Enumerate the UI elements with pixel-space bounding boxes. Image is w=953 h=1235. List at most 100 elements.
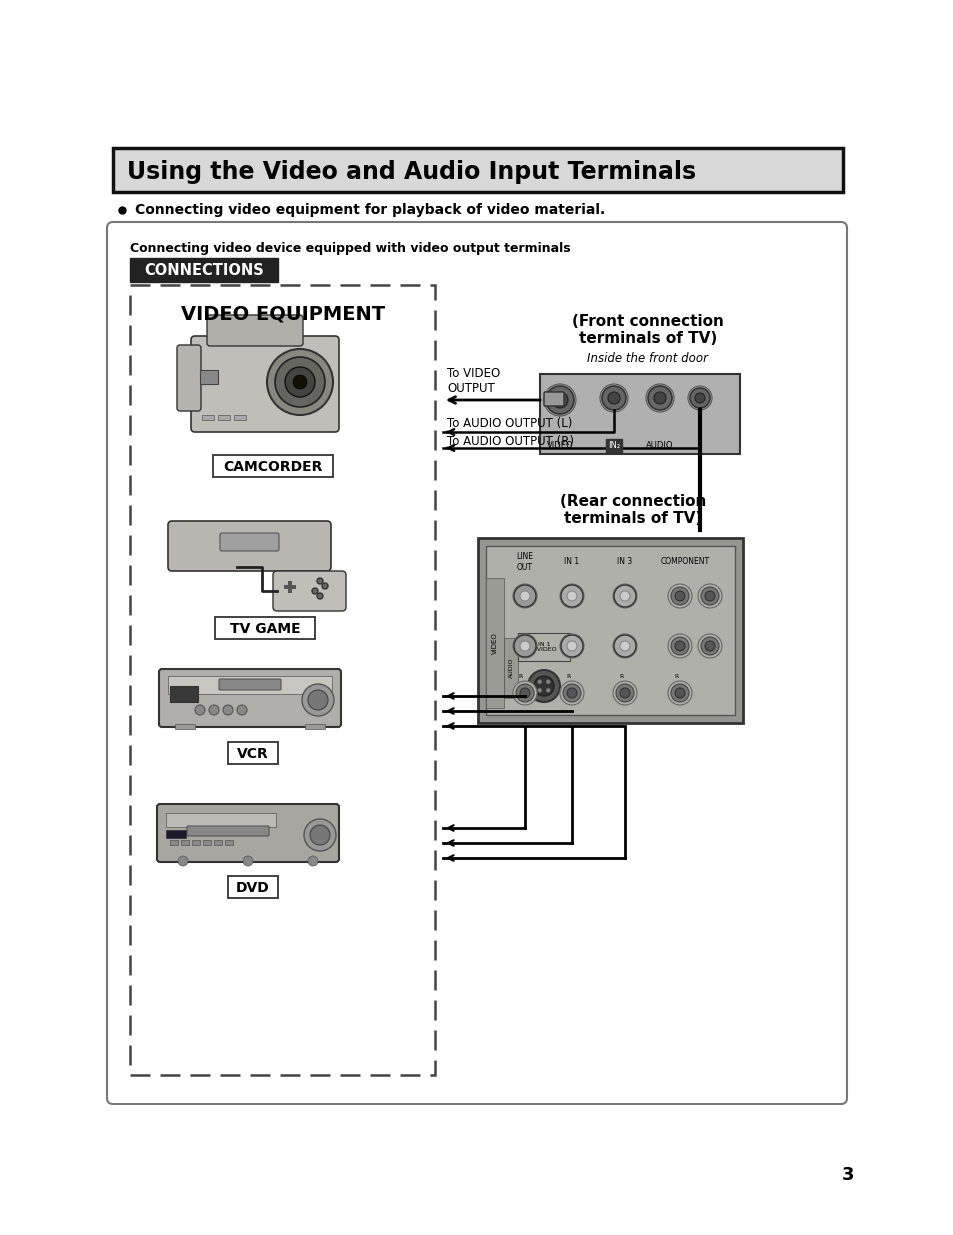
- Circle shape: [654, 391, 665, 404]
- Bar: [305, 724, 325, 729]
- Circle shape: [546, 688, 550, 693]
- Circle shape: [566, 688, 577, 698]
- Circle shape: [619, 641, 629, 651]
- Text: CAMCORDER: CAMCORDER: [223, 459, 322, 474]
- Circle shape: [516, 684, 534, 701]
- FancyBboxPatch shape: [539, 374, 740, 454]
- Bar: [288, 580, 292, 593]
- Circle shape: [601, 387, 625, 410]
- Text: (Rear connection
terminals of TV): (Rear connection terminals of TV): [559, 494, 705, 526]
- Text: Using the Video and Audio Input Terminals: Using the Video and Audio Input Terminal…: [127, 161, 696, 184]
- Circle shape: [619, 592, 629, 601]
- FancyBboxPatch shape: [166, 830, 186, 839]
- FancyBboxPatch shape: [130, 258, 277, 282]
- FancyBboxPatch shape: [228, 876, 277, 898]
- Text: VIDEO: VIDEO: [492, 632, 497, 653]
- FancyBboxPatch shape: [159, 669, 340, 727]
- FancyBboxPatch shape: [213, 454, 333, 477]
- Text: R: R: [619, 674, 623, 679]
- Circle shape: [519, 592, 530, 601]
- Text: VCR: VCR: [237, 747, 269, 761]
- Circle shape: [527, 671, 559, 701]
- Circle shape: [566, 592, 577, 601]
- Circle shape: [559, 680, 583, 705]
- Circle shape: [704, 641, 714, 651]
- Circle shape: [537, 679, 541, 684]
- Circle shape: [519, 592, 530, 601]
- FancyBboxPatch shape: [130, 285, 435, 1074]
- Circle shape: [670, 684, 688, 701]
- Circle shape: [670, 637, 688, 655]
- Text: AUDIO: AUDIO: [645, 441, 673, 451]
- Text: VIDEO: VIDEO: [546, 441, 573, 451]
- Circle shape: [645, 384, 673, 412]
- Text: IN 3: IN 3: [617, 557, 632, 567]
- Circle shape: [675, 641, 684, 651]
- Circle shape: [546, 679, 550, 684]
- Circle shape: [322, 583, 328, 589]
- Text: Connecting video equipment for playback of video material.: Connecting video equipment for playback …: [135, 203, 604, 217]
- Circle shape: [560, 635, 582, 657]
- Circle shape: [704, 592, 714, 601]
- FancyBboxPatch shape: [273, 571, 346, 611]
- Bar: [202, 415, 213, 420]
- Circle shape: [700, 587, 719, 605]
- Circle shape: [614, 635, 636, 657]
- FancyBboxPatch shape: [543, 391, 563, 406]
- Circle shape: [308, 856, 317, 866]
- Circle shape: [308, 690, 328, 710]
- Circle shape: [285, 367, 314, 396]
- Circle shape: [613, 634, 637, 658]
- Circle shape: [274, 357, 325, 408]
- Circle shape: [178, 856, 188, 866]
- Circle shape: [687, 387, 711, 410]
- Circle shape: [519, 641, 530, 651]
- Circle shape: [616, 684, 634, 701]
- Circle shape: [619, 641, 629, 651]
- Circle shape: [698, 634, 721, 658]
- Text: R: R: [518, 674, 522, 679]
- Circle shape: [513, 680, 537, 705]
- FancyBboxPatch shape: [107, 222, 846, 1104]
- FancyBboxPatch shape: [177, 345, 201, 411]
- Text: IN 1: IN 1: [564, 557, 579, 567]
- Circle shape: [675, 688, 684, 698]
- Circle shape: [513, 584, 537, 608]
- FancyBboxPatch shape: [228, 742, 277, 764]
- Circle shape: [566, 592, 577, 601]
- Circle shape: [304, 819, 335, 851]
- FancyBboxPatch shape: [187, 826, 269, 836]
- Circle shape: [519, 688, 530, 698]
- Bar: [233, 415, 246, 420]
- Circle shape: [223, 705, 233, 715]
- Circle shape: [616, 637, 634, 655]
- Circle shape: [559, 634, 583, 658]
- Circle shape: [599, 384, 627, 412]
- FancyBboxPatch shape: [168, 676, 332, 694]
- Circle shape: [670, 587, 688, 605]
- Text: Inside the front door: Inside the front door: [587, 352, 708, 364]
- Circle shape: [514, 635, 536, 657]
- Circle shape: [613, 680, 637, 705]
- Text: LINE
OUT: LINE OUT: [516, 552, 533, 572]
- Bar: [218, 415, 230, 420]
- Text: VIDEO EQUIPMENT: VIDEO EQUIPMENT: [181, 305, 385, 324]
- Circle shape: [513, 634, 537, 658]
- Circle shape: [543, 384, 576, 416]
- Circle shape: [243, 856, 253, 866]
- Circle shape: [616, 587, 634, 605]
- Circle shape: [562, 637, 580, 655]
- FancyBboxPatch shape: [219, 679, 281, 690]
- Text: Connecting video device equipped with video output terminals: Connecting video device equipped with vi…: [130, 242, 570, 254]
- Circle shape: [316, 593, 323, 599]
- Circle shape: [566, 641, 577, 651]
- Circle shape: [689, 388, 709, 408]
- Text: AUDIO: AUDIO: [508, 658, 513, 678]
- Text: To AUDIO OUTPUT (R): To AUDIO OUTPUT (R): [447, 436, 574, 448]
- Circle shape: [566, 641, 577, 651]
- Circle shape: [194, 705, 205, 715]
- Circle shape: [516, 637, 534, 655]
- Circle shape: [700, 637, 719, 655]
- Text: R: R: [674, 674, 679, 679]
- Circle shape: [514, 585, 536, 606]
